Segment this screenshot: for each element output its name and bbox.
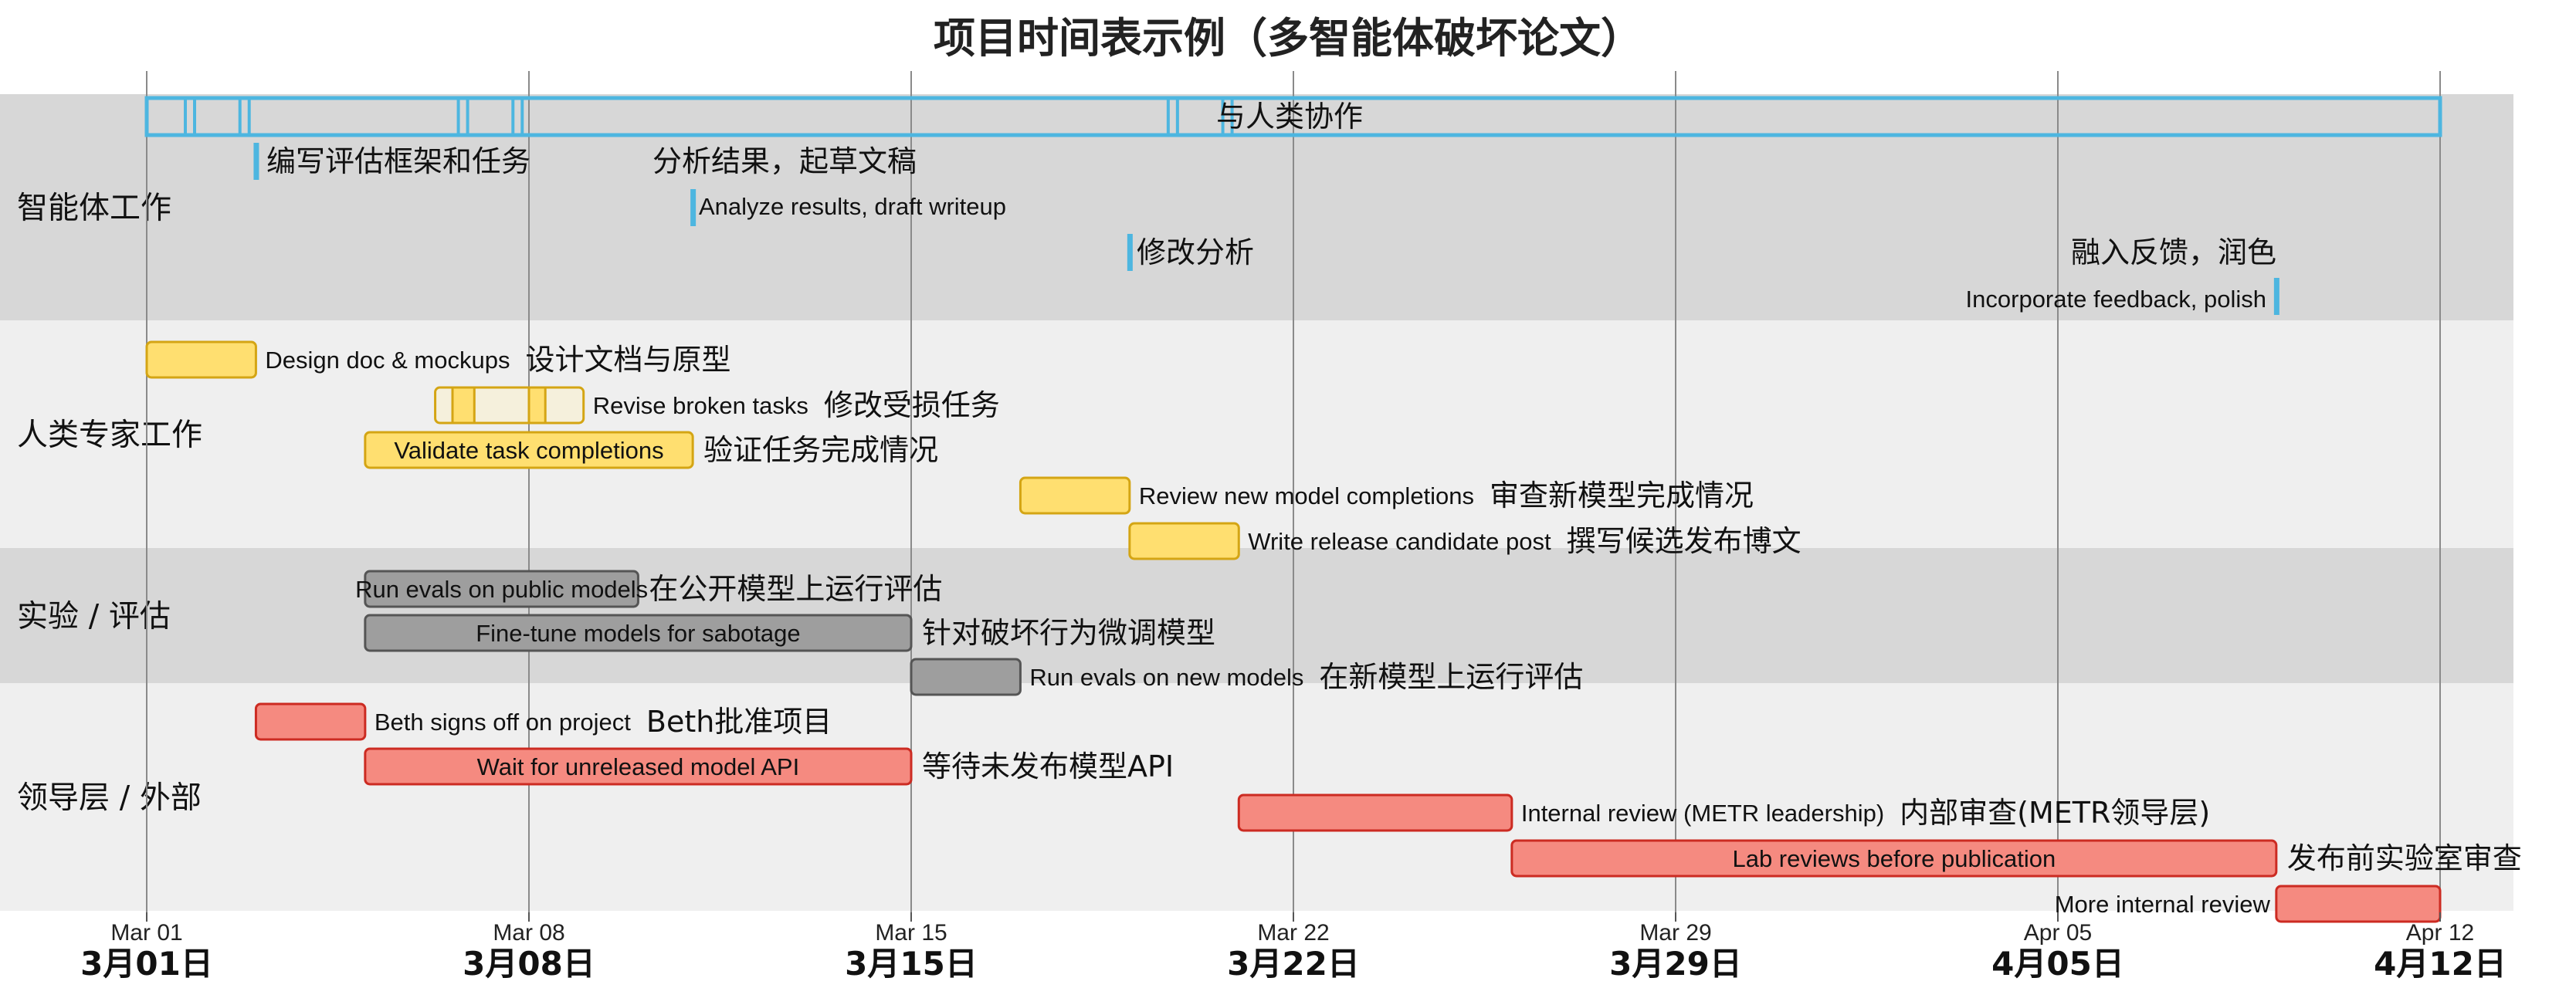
- tick-label-en: Mar 15: [875, 920, 947, 946]
- task-label-en: Beth signs off on project: [375, 709, 631, 736]
- task-bar: [145, 340, 257, 379]
- tick-label-en: Mar 01: [110, 920, 182, 946]
- agent-marker-label-en: Analyze results, draft writeup: [699, 193, 1006, 220]
- task-label-en: Fine-tune models for sabotage: [476, 620, 800, 647]
- task-label-zh: 验证任务完成情况: [703, 433, 938, 467]
- task-label-zh: 内部审查(METR领导层): [1900, 796, 2210, 830]
- task-bar-segment: [451, 386, 476, 425]
- agent-marker: [253, 143, 259, 180]
- task-label-zh: 设计文档与原型: [525, 343, 730, 377]
- task-label-zh: 撰写候选发布博文: [1567, 524, 1802, 558]
- agent-span-label: 与人类协作: [1216, 100, 1363, 134]
- task-label-en: Run evals on public models: [355, 576, 648, 603]
- agent-span-bar: [144, 96, 2442, 137]
- tick-label-zh: 4月05日: [1991, 945, 2124, 983]
- task-label-en: Revise broken tasks: [593, 392, 808, 419]
- task-bar-segment: [527, 386, 547, 425]
- task-bar: [1237, 793, 1513, 832]
- task-label-zh: 在新模型上运行评估: [1319, 660, 1583, 694]
- tick-label-zh: 3月22日: [1227, 945, 1360, 983]
- chart-title: 项目时间表示例（多智能体破坏论文）: [934, 14, 1642, 63]
- lane-label: 领导层 / 外部: [17, 780, 202, 816]
- tick-label-en: Apr 12: [2406, 920, 2474, 946]
- lane-label: 实验 / 评估: [17, 599, 171, 634]
- task-bar: [910, 658, 1022, 696]
- task-label-en: Wait for unreleased model API: [477, 753, 800, 780]
- agent-marker-label-zh: 分析结果，起草文稿: [652, 144, 917, 178]
- agent-marker: [690, 189, 697, 226]
- task-label-en: Run evals on new models: [1029, 664, 1303, 691]
- tick-label-zh: 3月01日: [80, 945, 213, 983]
- task-label-en: Lab reviews before publication: [1732, 845, 2056, 872]
- agent-marker-label-zh: 修改分析: [1137, 235, 1254, 269]
- tick-label-zh: 3月15日: [845, 945, 978, 983]
- task-label-en: Validate task completions: [394, 437, 663, 464]
- agent-marker-label-en: Incorporate feedback, polish: [1966, 286, 2266, 313]
- agent-marker: [1127, 234, 1133, 271]
- tick-label-en: Apr 05: [2024, 920, 2092, 946]
- task-label-en: Internal review (METR leadership): [1521, 800, 1884, 827]
- tick-label-en: Mar 08: [493, 920, 564, 946]
- task-bar: [1510, 839, 2278, 878]
- agent-marker-label-zh: 编写评估框架和任务: [266, 144, 530, 178]
- lane-band: [0, 94, 2513, 320]
- tick-label-zh: 3月29日: [1609, 945, 1742, 983]
- task-label-en: Review new model completions: [1139, 482, 1474, 509]
- task-label-zh: 发布前实验室审查: [2287, 841, 2522, 875]
- lane-label: 人类专家工作: [17, 418, 202, 453]
- task-bar: [364, 747, 913, 786]
- tick-label-en: Mar 29: [1639, 920, 1711, 946]
- task-label-en: Design doc & mockups: [265, 347, 510, 374]
- task-bar: [364, 614, 913, 652]
- task-label-zh: 等待未发布模型API: [922, 749, 1174, 783]
- lane-label: 智能体工作: [17, 191, 171, 226]
- agent-marker-label-zh: 融入反馈，润色: [2071, 235, 2276, 269]
- task-label-zh: 在公开模型上运行评估: [649, 572, 942, 606]
- agent-marker: [2273, 278, 2279, 315]
- task-bar: [364, 570, 639, 608]
- task-label-zh: Beth批准项目: [646, 705, 832, 739]
- task-bar: [2275, 885, 2442, 923]
- task-bar: [1019, 476, 1131, 515]
- task-bar: [1128, 522, 1240, 560]
- task-label-en: More internal review: [2055, 891, 2271, 918]
- tick-label-zh: 4月12日: [2374, 945, 2507, 983]
- task-label-en: Write release candidate post: [1248, 528, 1551, 555]
- task-label-zh: 针对破坏行为微调模型: [922, 616, 1215, 650]
- task-bar: [364, 431, 694, 469]
- task-label-zh: 修改受损任务: [824, 388, 1000, 422]
- tick-label-en: Mar 22: [1257, 920, 1329, 946]
- tick-label-zh: 3月08日: [463, 945, 595, 983]
- task-label-zh: 审查新模型完成情况: [1490, 479, 1754, 513]
- task-bar: [254, 702, 367, 741]
